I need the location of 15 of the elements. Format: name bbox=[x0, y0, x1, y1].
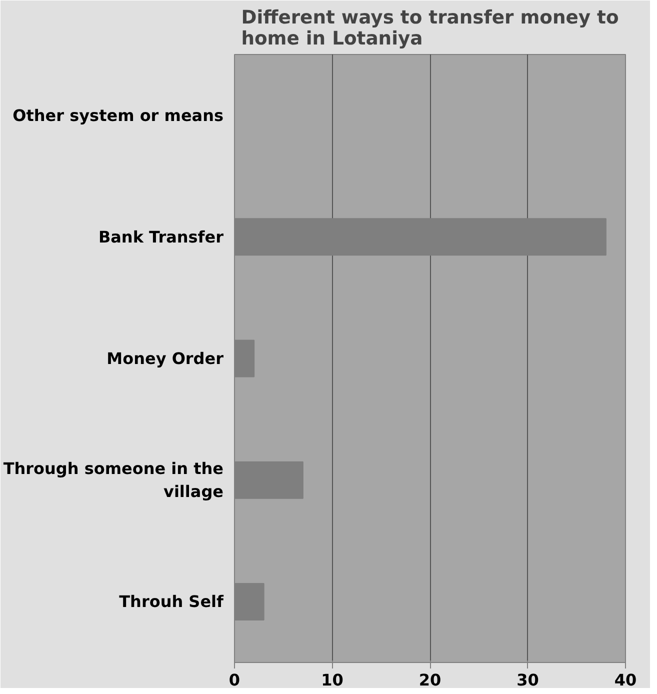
bar bbox=[234, 218, 606, 256]
y-tick-label: Throuh Self bbox=[119, 592, 225, 612]
x-tick-label: 30 bbox=[516, 670, 539, 690]
x-tick-label: 40 bbox=[614, 670, 637, 690]
y-tick-label: Bank Transfer bbox=[98, 227, 224, 246]
bar bbox=[234, 582, 264, 620]
x-tick-label: 10 bbox=[321, 670, 344, 690]
y-tick-label: Money Order bbox=[106, 349, 224, 368]
chart-title: Different ways to transfer money to home in Lotaniya bbox=[241, 8, 619, 50]
bar bbox=[234, 461, 304, 499]
x-tick-label: 20 bbox=[418, 670, 442, 690]
y-tick-label: Other system or means bbox=[12, 106, 224, 125]
x-tick-label: 0 bbox=[228, 670, 240, 690]
bar bbox=[234, 340, 255, 378]
y-tick-label: Through someone in the village bbox=[3, 459, 224, 501]
